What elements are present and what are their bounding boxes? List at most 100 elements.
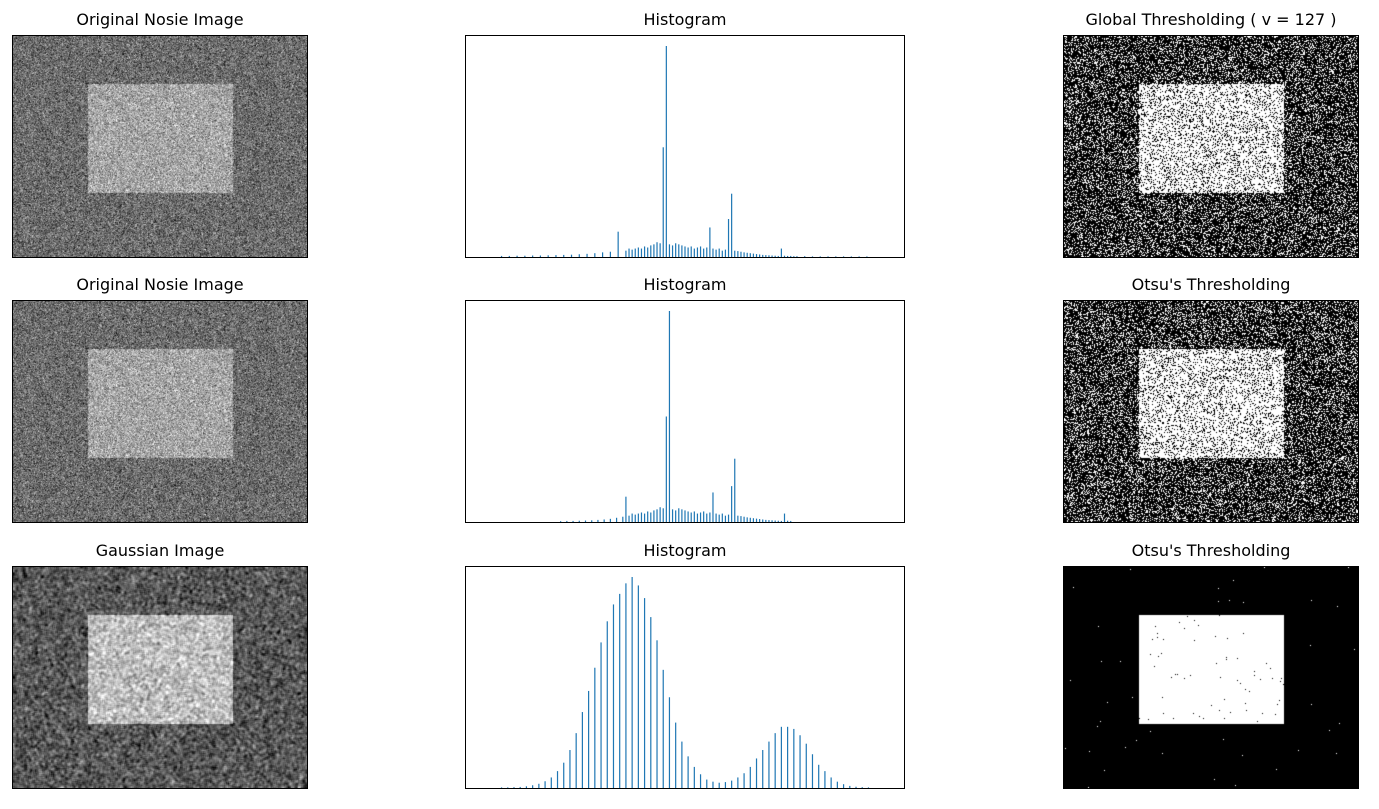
histogram-bar bbox=[606, 621, 608, 788]
histogram-bar bbox=[699, 246, 702, 257]
histogram-bar bbox=[737, 515, 739, 522]
histogram-plot bbox=[560, 311, 792, 522]
histogram-bar bbox=[790, 520, 792, 522]
histogram-bar bbox=[759, 519, 761, 522]
histogram-bar bbox=[643, 598, 646, 788]
histogram-bar bbox=[538, 783, 540, 788]
histogram-bar bbox=[650, 617, 652, 788]
histogram-bar bbox=[811, 256, 814, 257]
histogram-bar bbox=[755, 758, 758, 788]
histogram-bar bbox=[824, 771, 826, 788]
histogram-bar bbox=[858, 256, 860, 257]
histogram-bar bbox=[715, 249, 717, 257]
histogram-bar bbox=[693, 766, 695, 788]
histogram-bar bbox=[556, 771, 559, 788]
histogram-bar bbox=[628, 515, 630, 522]
histogram-bar bbox=[615, 517, 618, 522]
panel-histogram-2: Histogram bbox=[465, 275, 905, 523]
histogram-bar bbox=[855, 786, 857, 788]
histogram-bar bbox=[799, 735, 801, 788]
histogram-bar bbox=[706, 513, 708, 522]
histogram-bar bbox=[650, 245, 652, 257]
histogram-bar bbox=[619, 593, 621, 788]
histogram-bar bbox=[703, 511, 705, 522]
histogram-bar bbox=[653, 244, 655, 257]
histogram-bar bbox=[656, 242, 658, 257]
histogram-bar bbox=[827, 256, 829, 257]
histogram-bar bbox=[842, 784, 845, 788]
histogram-bar bbox=[787, 520, 789, 522]
histogram-bar bbox=[609, 518, 611, 522]
histogram-bar bbox=[659, 243, 661, 257]
histogram-bar bbox=[762, 519, 764, 522]
histogram-bar bbox=[743, 773, 745, 788]
histogram-bar bbox=[622, 516, 624, 522]
histogram-bar bbox=[671, 509, 674, 522]
global-threshold-image bbox=[1064, 36, 1358, 257]
histogram-bar bbox=[519, 786, 521, 788]
histogram-bar bbox=[706, 779, 708, 788]
histogram-bar bbox=[637, 585, 639, 788]
panel-gaussian: Gaussian Image bbox=[12, 541, 308, 789]
histogram-bar bbox=[516, 255, 518, 257]
histogram-bar bbox=[681, 245, 683, 257]
histogram-bar bbox=[830, 777, 832, 788]
histogram-bar bbox=[662, 508, 664, 522]
histogram-bar bbox=[706, 247, 708, 257]
gaussian-image-frame bbox=[12, 566, 308, 789]
histogram-bar bbox=[727, 219, 730, 257]
histogram-bar bbox=[836, 781, 838, 788]
histogram-bar bbox=[777, 520, 779, 522]
histogram-bar bbox=[687, 756, 689, 788]
histogram-bar bbox=[752, 253, 755, 257]
histogram-bar bbox=[594, 253, 596, 257]
histogram-bar bbox=[712, 781, 714, 788]
histogram-bar bbox=[709, 512, 711, 522]
histogram-bar bbox=[675, 510, 677, 522]
histogram-bar bbox=[640, 248, 643, 257]
histogram-bar bbox=[727, 514, 730, 522]
histogram-bar bbox=[625, 496, 627, 522]
histogram-plot bbox=[500, 46, 868, 257]
histogram-bar bbox=[653, 510, 655, 522]
panel-threshold-1: Global Thresholding ( v = 127 ) bbox=[1063, 10, 1359, 258]
histogram-bar bbox=[715, 513, 717, 522]
histogram-bar bbox=[774, 255, 776, 257]
histogram-bar bbox=[850, 256, 852, 257]
histogram-bar bbox=[665, 416, 667, 522]
histogram-bar bbox=[724, 515, 727, 522]
histogram-bar bbox=[640, 512, 643, 522]
histogram-bar bbox=[721, 250, 723, 257]
panel-title: Global Thresholding ( v = 127 ) bbox=[1085, 10, 1337, 29]
histogram-bar bbox=[783, 513, 786, 522]
histogram-bar bbox=[678, 244, 680, 257]
histogram-bar bbox=[709, 227, 711, 257]
histogram-frame bbox=[465, 300, 905, 523]
noisy-image bbox=[13, 301, 307, 522]
panel-title: Otsu's Thresholding bbox=[1131, 541, 1291, 560]
histogram-bar bbox=[570, 254, 573, 257]
histogram-bar bbox=[647, 247, 649, 257]
histogram-bar bbox=[712, 248, 714, 257]
histogram-bar bbox=[690, 246, 692, 257]
otsu-gaussian-threshold-image bbox=[1064, 567, 1358, 788]
histogram-bar bbox=[743, 516, 745, 522]
histogram-bar bbox=[532, 785, 534, 788]
histogram-bar bbox=[524, 255, 526, 257]
histogram-bar bbox=[507, 787, 509, 788]
histogram-bar bbox=[780, 520, 782, 522]
panel-title: Original Nosie Image bbox=[76, 10, 244, 29]
histogram-bar bbox=[659, 507, 661, 522]
histogram-bar bbox=[586, 253, 588, 257]
histogram-bar bbox=[774, 520, 776, 522]
histogram-bar bbox=[718, 514, 720, 522]
histogram-bar bbox=[687, 247, 689, 257]
panel-threshold-2: Otsu's Thresholding bbox=[1063, 275, 1359, 523]
histogram-bar bbox=[740, 516, 742, 522]
histogram-bar bbox=[746, 252, 748, 257]
panel-title: Histogram bbox=[643, 541, 727, 560]
histogram-bar bbox=[637, 247, 639, 257]
histogram-bar bbox=[731, 486, 733, 522]
threshold-image-frame bbox=[1063, 35, 1359, 258]
histogram-bar bbox=[671, 245, 674, 257]
